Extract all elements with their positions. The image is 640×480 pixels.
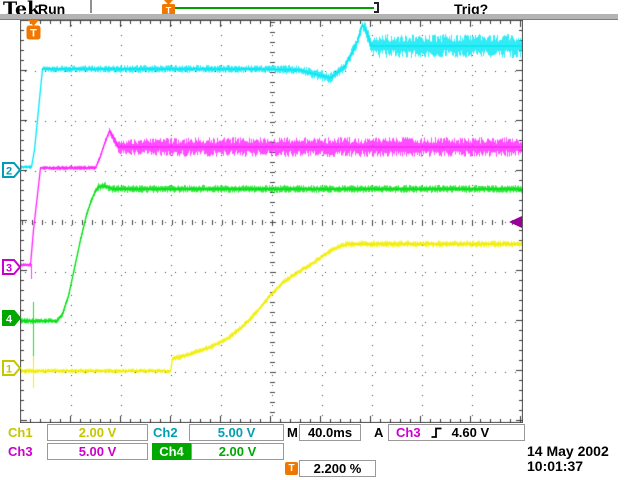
marker-digit: 2 (6, 166, 12, 178)
trigger-status: Trig? (454, 1, 489, 17)
channel-1-marker: 1 (2, 360, 21, 376)
trigger-source: Ch3 (396, 425, 421, 440)
horiz-trigger-position-readout: 2.200 % (299, 460, 376, 477)
acquisition-mode-label: A (374, 425, 384, 440)
marker-digit: 4 (6, 314, 13, 326)
timebase-readout: 40.0ms (299, 424, 361, 441)
channel-3-marker: 3 (2, 259, 21, 275)
horiz-trigger-position-icon: T (285, 462, 298, 475)
ch1-scale-readout: 2.00 V (47, 424, 148, 441)
trigger-level-arrow (509, 216, 522, 228)
record-trigger-flag: T (162, 0, 175, 16)
marker-digit: 1 (6, 364, 12, 376)
flag-letter: T (166, 6, 172, 16)
channel-4-marker: 4 (2, 310, 21, 326)
header-divider (0, 14, 618, 20)
ch2-label: Ch2 (153, 425, 178, 440)
flag-tip-icon (164, 0, 173, 5)
record-end-bracket-icon (374, 2, 379, 13)
graticule (20, 20, 523, 423)
flag-letter: T (30, 28, 37, 40)
time-text: 10:01:37 (527, 458, 584, 474)
channel-2-marker: 2 (2, 162, 21, 178)
header-separator (90, 0, 92, 13)
datetime-block: 14 May 2002 10:01:37 (527, 444, 639, 474)
acquisition-status: Run (38, 1, 66, 17)
rising-edge-icon (431, 427, 442, 438)
ch2-scale-readout: 5.00 V (189, 424, 284, 441)
ch4-scale-readout: 2.00 V (191, 443, 284, 460)
timebase-m-label: M (287, 425, 298, 440)
marker-digit: 3 (6, 263, 12, 275)
trigger-level-readout: 4.60 V (451, 425, 490, 440)
record-view-bar (175, 7, 374, 9)
ch1-label: Ch1 (8, 425, 33, 440)
date-text: 14 May 2002 (527, 443, 609, 459)
ch4-label-selected: Ch4 (152, 443, 191, 460)
trigger-readout: Ch3 4.60 V (388, 424, 525, 441)
trigger-position-marker: T (26, 20, 41, 40)
ch3-label: Ch3 (8, 444, 33, 459)
ch3-scale-readout: 5.00 V (47, 443, 148, 460)
waveform-canvas (20, 20, 523, 423)
